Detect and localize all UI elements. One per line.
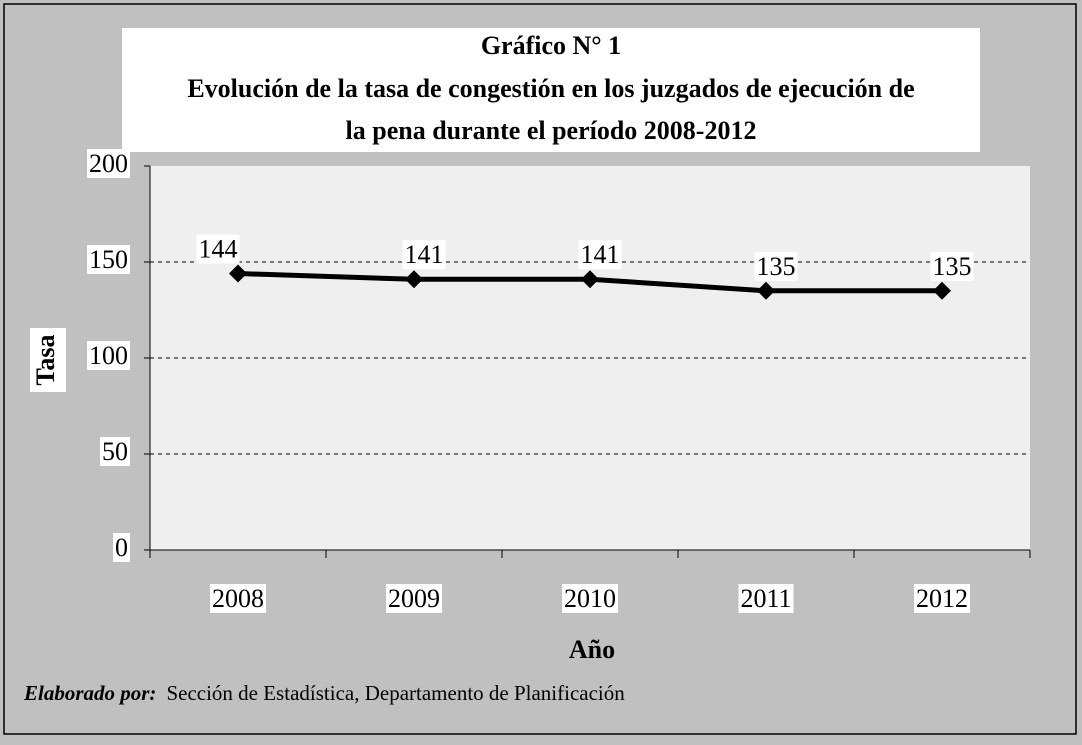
marker — [757, 281, 775, 300]
data-label: 141 — [405, 240, 444, 269]
y-tick-label-box — [113, 532, 130, 562]
x-tick-label-box — [914, 583, 970, 613]
data-label: 144 — [199, 234, 238, 263]
data-label-box — [196, 234, 240, 264]
y-tick-label: 50 — [102, 437, 128, 466]
y-tick-label: 0 — [115, 533, 128, 562]
marker — [581, 270, 599, 289]
chart-subtitle: la pena durante el período 2008-2012 — [346, 116, 757, 145]
y-tick-label-box — [87, 148, 130, 178]
source-text: Sección de Estadística, Departamento de … — [166, 681, 625, 705]
data-label-box — [754, 251, 798, 281]
title-box — [122, 28, 980, 152]
y-tick-label-box — [100, 436, 130, 466]
source-label: Elaborado por: — [23, 681, 156, 705]
y-label-box — [30, 328, 66, 392]
x-tick-label-box — [386, 583, 442, 613]
y-tick-label: 200 — [89, 149, 128, 178]
x-tick-label-box — [562, 583, 618, 613]
x-tick-label: 2010 — [564, 584, 616, 613]
x-axis-label: Año — [569, 635, 615, 664]
x-tick-label: 2011 — [740, 584, 791, 613]
data-label: 141 — [581, 240, 620, 269]
data-label-box — [402, 240, 446, 270]
y-tick-label: 150 — [89, 245, 128, 274]
marker — [933, 281, 951, 300]
source: Elaborado por: Sección de Estadística, De… — [23, 681, 625, 705]
y-axis-label: Tasa — [31, 334, 60, 385]
data-label: 135 — [933, 252, 972, 281]
y-tick-label: 100 — [89, 341, 128, 370]
x-tick-label-box — [738, 583, 794, 613]
x-tick-label: 2009 — [388, 584, 440, 613]
data-label: 135 — [757, 252, 796, 281]
chart-title: Gráfico N° 1 — [481, 31, 621, 60]
marker — [229, 264, 247, 283]
chart-subtitle: Evolución de la tasa de congestión en lo… — [187, 74, 914, 103]
x-tick-label: 2012 — [916, 584, 968, 613]
y-tick-label-box — [87, 340, 130, 370]
x-tick-label-box — [210, 583, 266, 613]
y-tick-label-box — [87, 244, 130, 274]
data-label-box — [930, 251, 974, 281]
marker — [405, 270, 423, 289]
x-tick-label: 2008 — [212, 584, 264, 613]
data-label-box — [578, 240, 622, 270]
